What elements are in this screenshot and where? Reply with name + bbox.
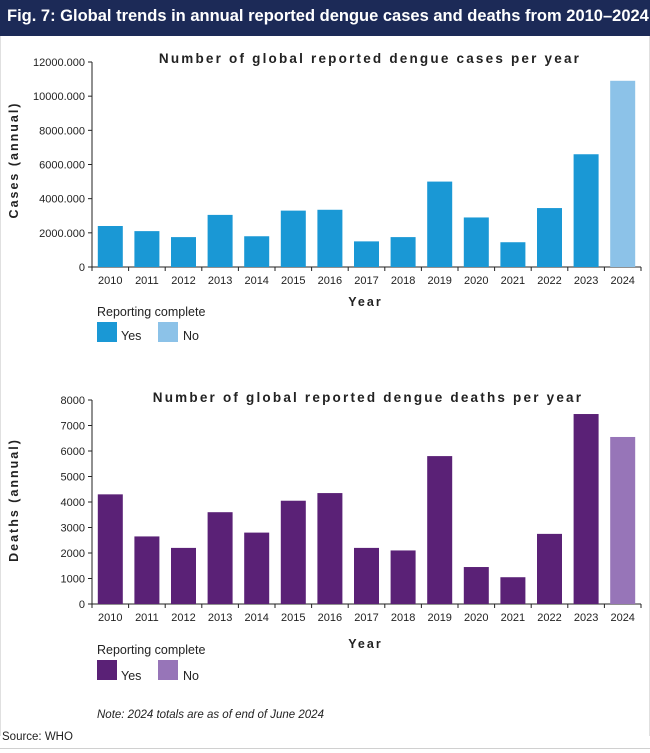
cases-bar-2014 [244,236,270,267]
cases-x-tick-label: 2013 [208,275,232,287]
cases-x-tick-label: 2024 [610,275,634,287]
cases-y-tick-label: 6000.000 [39,160,85,172]
deaths-legend-no-swatch [158,660,178,680]
deaths-bar-2018 [390,550,416,604]
deaths-y-tick-label: 2000 [61,548,85,560]
deaths-y-tick-label: 7000 [61,421,85,433]
deaths-y-tick-label: 1000 [61,574,85,586]
cases-bar-2015 [280,210,306,267]
cases-bar-2016 [317,209,343,267]
cases-x-tick-label: 2014 [244,275,268,287]
cases-bar-2011 [134,231,160,267]
deaths-chart-title: Number of global reported dengue deaths … [153,390,583,405]
deaths-y-tick-label: 5000 [61,472,85,484]
deaths-x-tick-label: 2017 [354,612,378,624]
figure-panel [0,36,650,736]
deaths-x-tick-label: 2012 [171,612,195,624]
deaths-x-tick-label: 2013 [208,612,232,624]
cases-bar-2024 [610,80,636,268]
deaths-bar-2016 [317,493,343,604]
cases-legend-yes-label: Yes [121,329,142,343]
cases-x-tick-label: 2020 [464,275,488,287]
deaths-bar-2021 [500,577,526,604]
deaths-bar-2010 [97,494,123,604]
deaths-x-tick-label: 2024 [610,612,634,624]
deaths-y-tick-label: 3000 [61,523,85,535]
cases-y-tick-label: 2000.000 [39,228,85,240]
source-label: Source: WHO [2,731,73,743]
cases-y-tick-label: 10000.000 [33,91,85,103]
cases-bar-2012 [171,237,196,267]
cases-x-tick-label: 2016 [318,275,342,287]
deaths-x-tick-label: 2021 [501,612,525,624]
deaths-bar-2015 [280,500,306,604]
deaths-bar-2020 [463,567,489,604]
cases-x-tick-label: 2018 [391,275,415,287]
deaths-x-axis-label: Year [348,637,382,651]
cases-y-tick-label: 0 [79,262,85,274]
cases-bar-2023 [573,154,599,267]
cases-x-axis-label: Year [348,295,382,309]
cases-bar-2010 [97,226,123,267]
cases-bar-2019 [427,181,453,267]
cases-y-tick-label: 12000.000 [33,57,85,69]
deaths-bar-2011 [134,536,160,604]
cases-x-tick-label: 2012 [171,275,195,287]
deaths-legend-no-label: No [183,669,199,683]
cases-legend-title: Reporting complete [97,305,206,319]
deaths-x-tick-label: 2019 [427,612,451,624]
cases-legend-no-label: No [183,329,199,343]
deaths-bar-2012 [171,547,196,604]
bottom-divider [0,748,650,749]
deaths-x-tick-label: 2016 [318,612,342,624]
cases-x-tick-label: 2023 [574,275,598,287]
figure-header: Fig. 7: Global trends in annual reported… [0,0,650,36]
deaths-x-tick-label: 2014 [244,612,268,624]
cases-x-tick-label: 2015 [281,275,305,287]
deaths-bar-2023 [573,414,599,604]
cases-bar-2022 [537,208,562,267]
deaths-y-axis-label: Deaths (annual) [7,438,21,562]
cases-x-tick-label: 2017 [354,275,378,287]
deaths-bar-2014 [244,532,270,604]
cases-x-tick-label: 2011 [135,275,159,287]
deaths-x-tick-label: 2015 [281,612,305,624]
cases-bar-2020 [463,217,489,267]
deaths-x-tick-label: 2020 [464,612,488,624]
deaths-bar-2022 [537,533,562,604]
cases-bar-2013 [207,214,233,267]
deaths-bar-2017 [354,547,379,604]
cases-bar-2017 [354,241,379,267]
deaths-x-tick-label: 2018 [391,612,415,624]
cases-legend-no-swatch [158,322,178,342]
cases-bar-2018 [390,237,416,267]
deaths-bar-2013 [207,512,233,604]
deaths-x-tick-label: 2011 [135,612,159,624]
cases-chart-title: Number of global reported dengue cases p… [159,51,581,66]
deaths-y-tick-label: 8000 [61,395,85,407]
deaths-x-tick-label: 2010 [98,612,122,624]
cases-legend-yes-swatch [97,322,117,342]
deaths-legend-yes-label: Yes [121,669,142,683]
deaths-y-tick-label: 4000 [61,497,85,509]
cases-y-tick-label: 8000.000 [39,125,85,137]
deaths-legend-title: Reporting complete [97,643,206,657]
cases-y-tick-label: 4000.000 [39,194,85,206]
cases-x-tick-label: 2019 [427,275,451,287]
cases-x-tick-label: 2010 [98,275,122,287]
cases-x-tick-label: 2021 [501,275,525,287]
deaths-bar-2024 [610,436,636,604]
cases-bar-2021 [500,242,526,267]
deaths-bar-2019 [427,456,453,604]
cases-x-tick-label: 2022 [537,275,561,287]
deaths-x-tick-label: 2023 [574,612,598,624]
deaths-x-tick-label: 2022 [537,612,561,624]
figure-title: Fig. 7: Global trends in annual reported… [7,7,649,25]
deaths-y-tick-label: 0 [79,599,85,611]
deaths-legend-yes-swatch [97,660,117,680]
deaths-y-tick-label: 6000 [61,446,85,458]
footnote: Note: 2024 totals are as of end of June … [97,709,324,721]
cases-y-axis-label: Cases (annual) [7,102,21,219]
